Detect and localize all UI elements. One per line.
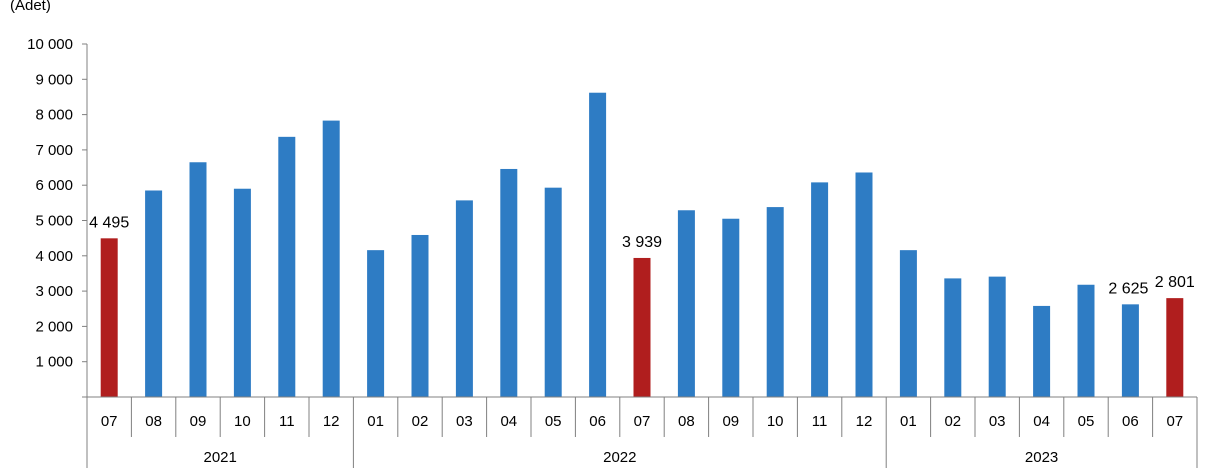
data-label: 2 801 bbox=[1155, 274, 1195, 291]
bar bbox=[322, 120, 340, 397]
x-tick-label: 04 bbox=[1033, 413, 1050, 430]
x-tick-label: 03 bbox=[456, 413, 473, 430]
bar bbox=[589, 92, 607, 398]
x-tick-label: 12 bbox=[856, 413, 873, 430]
data-labels: 4 495 3 939 2 625 2 801 bbox=[89, 214, 1195, 297]
x-tick-label: 01 bbox=[367, 413, 384, 430]
bar bbox=[899, 250, 917, 397]
bar bbox=[722, 218, 740, 397]
x-group-label: 2023 bbox=[1025, 449, 1058, 466]
y-tick-label: 8 000 bbox=[35, 107, 73, 124]
x-tick-label: 08 bbox=[678, 413, 695, 430]
bar bbox=[1077, 284, 1095, 397]
x-tick-label: 04 bbox=[500, 413, 517, 430]
bar bbox=[1121, 304, 1139, 397]
bars bbox=[100, 92, 1184, 398]
bar-highlight bbox=[633, 257, 651, 397]
bar bbox=[411, 234, 429, 397]
y-unit-label: (Adet) bbox=[10, 0, 51, 14]
data-label: 2 625 bbox=[1108, 280, 1148, 297]
x-tick-label: 06 bbox=[1122, 413, 1139, 430]
x-tick-label: 10 bbox=[767, 413, 784, 430]
x-tick-label: 09 bbox=[190, 413, 207, 430]
x-tick-label: 07 bbox=[1166, 413, 1183, 430]
x-tick-label: 05 bbox=[545, 413, 562, 430]
x-tick-label: 09 bbox=[722, 413, 739, 430]
y-axis: 1 000 2 000 3 000 4 000 5 000 6 000 7 000 8 000… bbox=[27, 36, 88, 398]
x-tick-label: 08 bbox=[145, 413, 162, 430]
x-group-label: 2022 bbox=[603, 449, 636, 466]
bar bbox=[189, 162, 207, 397]
bar bbox=[855, 172, 873, 397]
y-tick-label: 2 000 bbox=[35, 318, 73, 335]
x-tick-label: 02 bbox=[412, 413, 429, 430]
x-tick-label: 07 bbox=[634, 413, 651, 430]
x-group-label: 2021 bbox=[204, 449, 237, 466]
data-label: 4 495 bbox=[89, 214, 129, 231]
x-tick-label: 06 bbox=[589, 413, 606, 430]
bar bbox=[1033, 305, 1051, 397]
x-axis: 07 08 09 10 11 12 01 02 03 04 05 06 07 08 09 10 11 12 01 02… bbox=[86, 396, 1198, 468]
x-tick-label: 01 bbox=[900, 413, 917, 430]
y-tick-label: 4 000 bbox=[35, 248, 73, 265]
bar bbox=[811, 182, 829, 397]
y-tick-label: 10 000 bbox=[27, 36, 73, 53]
y-tick-label: 7 000 bbox=[35, 142, 73, 159]
bar-highlight bbox=[100, 238, 118, 397]
bar bbox=[988, 276, 1006, 397]
bar bbox=[278, 136, 296, 398]
x-tick-label: 05 bbox=[1078, 413, 1095, 430]
bar bbox=[944, 278, 962, 397]
y-tick-label: 6 000 bbox=[35, 177, 73, 194]
bar bbox=[544, 187, 562, 397]
x-tick-label: 02 bbox=[944, 413, 961, 430]
bar bbox=[367, 250, 385, 397]
x-tick-label: 07 bbox=[101, 413, 118, 430]
x-tick-label: 12 bbox=[323, 413, 340, 430]
x-tick-label: 03 bbox=[989, 413, 1006, 430]
bar bbox=[233, 188, 251, 397]
bar bbox=[766, 207, 784, 397]
bar bbox=[500, 168, 518, 397]
y-tick-label: 9 000 bbox=[35, 71, 73, 88]
x-tick-label: 10 bbox=[234, 413, 251, 430]
y-tick-label: 1 000 bbox=[35, 354, 73, 371]
bar bbox=[455, 200, 473, 397]
x-tick-label: 11 bbox=[812, 413, 828, 430]
y-tick-label: 3 000 bbox=[35, 283, 73, 300]
bar bbox=[145, 190, 163, 397]
bar-highlight bbox=[1166, 298, 1184, 397]
y-tick-label: 5 000 bbox=[35, 213, 73, 230]
data-label: 3 939 bbox=[622, 234, 662, 251]
x-tick-label: 11 bbox=[279, 413, 295, 430]
bar bbox=[677, 210, 695, 397]
